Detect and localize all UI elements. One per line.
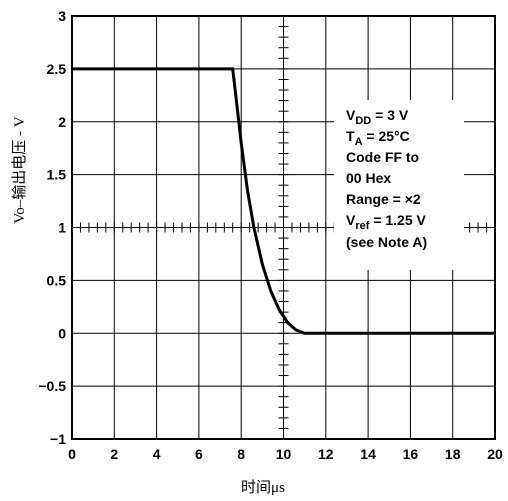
x-tick-label: 10 [276, 446, 292, 462]
annot-vref: Vref = 1.25 V [346, 212, 426, 232]
x-tick-label: 12 [318, 446, 334, 462]
y-tick-label: 2.5 [47, 61, 67, 77]
y-tick-label: 0.5 [47, 272, 67, 288]
annot-vdd: VDD = 3 V [346, 107, 409, 127]
y-tick-labels: 3 2.5 2 1.5 1 0.5 0 −0.5 −1 [38, 8, 66, 447]
annot-code2: 00 Hex [346, 170, 391, 186]
x-tick-label: 14 [360, 446, 376, 462]
plot-frame [71, 15, 496, 440]
annot-range: Range = ×2 [346, 191, 421, 207]
x-axis-title: 时间μs [241, 479, 285, 496]
x-tick-label: 0 [68, 446, 76, 462]
annot-note: (see Note A) [346, 234, 427, 250]
x-tick-label: 16 [403, 446, 419, 462]
y-tick-label: 1 [58, 220, 66, 236]
y-tick-label: 1.5 [47, 167, 67, 183]
y-tick-label: 3 [58, 8, 66, 24]
annotation-block: VDD = 3 V TA = 25°C Code FF to 00 Hex Ra… [346, 107, 427, 250]
y-axis-title: Vo–输出电压 - V [11, 116, 28, 223]
x-tick-label: 8 [237, 446, 245, 462]
annot-code1: Code FF to [346, 149, 419, 165]
annotation-box-bg [334, 100, 464, 270]
x-tick-label: 4 [153, 446, 161, 462]
x-tick-labels: 0 2 4 6 8 10 12 14 16 18 20 [68, 446, 503, 462]
series-line [72, 67, 495, 335]
y-tick-label: −0.5 [38, 378, 66, 394]
x-tick-label: 20 [487, 446, 503, 462]
x-tick-label: 18 [445, 446, 461, 462]
y-tick-label: 2 [58, 114, 66, 130]
y-tick-label: −1 [50, 431, 66, 447]
annot-ta: TA = 25°C [346, 128, 410, 148]
y-tick-label: 0 [58, 325, 66, 341]
x-tick-label: 6 [195, 446, 203, 462]
x-tick-label: 2 [110, 446, 118, 462]
